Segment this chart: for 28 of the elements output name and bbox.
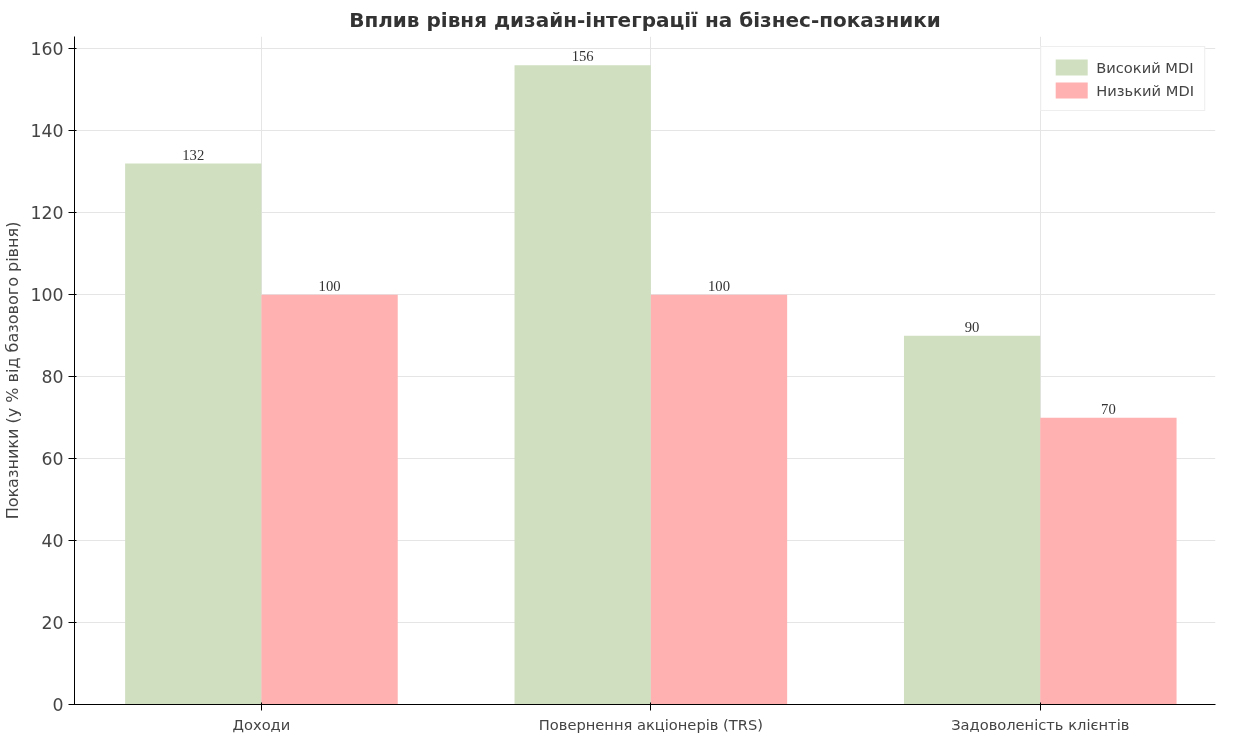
y-tick-label: 0 — [52, 695, 64, 715]
bar — [903, 335, 1041, 705]
y-tick-label: 60 — [41, 449, 64, 470]
x-tick-label: Задоволеність клієнтів — [951, 715, 1130, 733]
bar — [125, 163, 262, 705]
y-tick-label: 120 — [30, 203, 64, 224]
bar — [650, 294, 788, 705]
y-tick-label: 100 — [30, 285, 64, 306]
bar — [1040, 417, 1177, 705]
chart-title: Вплив рівня дизайн-інтеграції на бізнес-показники — [349, 7, 941, 32]
data-label: 132 — [182, 146, 205, 163]
legend-label: Високий MDI — [1096, 58, 1194, 76]
y-tick-label: 160 — [30, 39, 64, 60]
data-label: 70 — [1101, 400, 1116, 417]
x-tick-label: Повернення акціонерів (TRS) — [538, 715, 763, 733]
x-tick-label: Доходи — [232, 715, 291, 733]
y-tick-label: 80 — [41, 367, 64, 388]
data-label: 156 — [571, 48, 594, 65]
legend-label: Низький MDI — [1096, 81, 1194, 99]
bar — [261, 294, 398, 705]
bar — [514, 65, 651, 705]
y-axis-title: Показники (у % від базового рівня) — [3, 221, 23, 520]
y-tick-label: 20 — [41, 613, 64, 634]
y-tick-label: 40 — [41, 531, 64, 552]
data-label: 90 — [964, 318, 980, 335]
y-tick-label: 140 — [30, 121, 64, 142]
data-label: 100 — [708, 277, 730, 294]
data-label: 100 — [318, 277, 341, 294]
